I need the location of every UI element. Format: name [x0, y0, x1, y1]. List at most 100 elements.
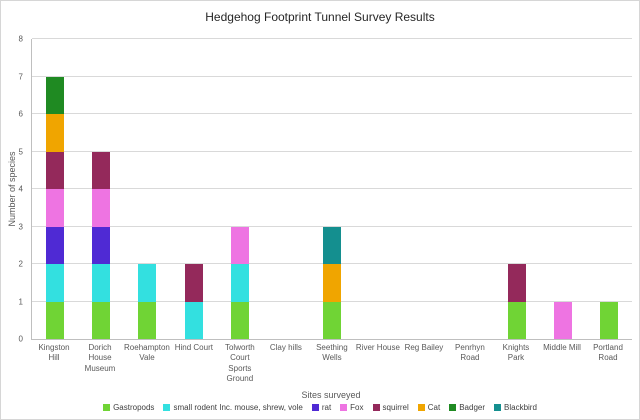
legend-swatch — [494, 404, 501, 411]
bar-segment-fox — [46, 189, 65, 227]
bar-segment-small-rodent-inc-mouse-shrew-vole — [230, 264, 249, 302]
category-label: Middle Mill — [543, 343, 581, 352]
legend-swatch — [103, 404, 111, 411]
category-label: River House — [355, 343, 400, 352]
category-label: Dorich House Museum — [84, 343, 116, 373]
bar-slot-seething-wells — [309, 39, 355, 339]
x-axis-category-labels: Kingston Hill Dorich House Museum Roehampt… — [31, 343, 631, 385]
legend-swatch — [340, 404, 348, 411]
gridline — [32, 150, 632, 152]
gridline — [32, 113, 632, 114]
legend-swatch — [372, 404, 380, 411]
bar-segment-fox — [553, 301, 572, 339]
y-tick-label: 4 — [18, 184, 23, 194]
y-tick-label: 8 — [18, 34, 23, 44]
bar-segment-cat — [323, 264, 342, 302]
plot-area — [31, 38, 632, 340]
bar-segment-fox — [230, 226, 249, 264]
bar-segment-squirrel — [46, 151, 65, 189]
y-tick-label: 0 — [18, 334, 23, 344]
category-label: Clay hills — [269, 343, 302, 352]
bar-slot-hind-court — [170, 39, 216, 339]
bar-segment-gastropods — [92, 301, 111, 339]
bar-slot-penrhyn-road — [447, 39, 493, 339]
bar-slot-portland-road — [586, 39, 632, 339]
category-label: Penrhyn Road — [455, 343, 485, 363]
bar-segment-rat — [92, 226, 111, 264]
legend-label: Cat — [427, 403, 441, 412]
bar-slot-clay-hills — [263, 39, 309, 339]
legend-label: small rodent Inc. mouse, shrew, vole — [173, 403, 303, 412]
legend-label: rat — [321, 403, 332, 412]
bar-segment-gastropods — [507, 301, 526, 339]
bar-slot-river-house — [355, 39, 401, 339]
bar-segment-gastropods — [323, 301, 342, 339]
bar-segment-gastropods — [599, 301, 618, 339]
legend-label: Badger — [459, 403, 485, 412]
y-axis-ticks: 0 1 2 3 4 5 6 7 8 — [1, 35, 27, 344]
bar-slot-kingston-hill — [32, 39, 78, 339]
bar-slot-middle-mill — [540, 39, 586, 339]
legend-item-fox: Fox — [340, 403, 364, 412]
bar-segment-small-rodent-inc-mouse-shrew-vole — [184, 301, 203, 339]
category-label: Seething Wells — [316, 343, 348, 363]
bar-stack — [323, 226, 342, 339]
y-tick-label: 6 — [18, 109, 23, 119]
bar-segment-squirrel — [507, 264, 526, 302]
legend-item-badger: Badger — [449, 403, 485, 412]
category-label: Reg Bailey — [404, 343, 444, 352]
legend-swatch — [163, 404, 171, 411]
bar-stack — [138, 264, 157, 339]
bar-segment-blackbird — [323, 226, 342, 264]
bar-segment-fox — [92, 189, 111, 227]
y-tick-label: 1 — [18, 297, 23, 306]
legend-item-rat: rat — [311, 403, 332, 412]
gridline — [32, 225, 632, 227]
bar-segment-small-rodent-inc-mouse-shrew-vole — [138, 264, 157, 302]
bar-stack — [553, 301, 572, 339]
legend-swatch — [311, 404, 319, 411]
bar-segment-squirrel — [92, 151, 111, 189]
bars-container — [32, 39, 632, 339]
legend-item-cat: Cat — [417, 403, 441, 412]
bar-slot-dorich-house-museum — [78, 39, 124, 339]
bar-segment-small-rodent-inc-mouse-shrew-vole — [46, 264, 65, 302]
category-label: Portland Road — [593, 343, 623, 363]
bar-segment-gastropods — [46, 301, 65, 339]
bar-stack — [46, 76, 65, 339]
category-label: Kingston Hill — [38, 343, 70, 363]
y-tick-label: 7 — [18, 72, 23, 81]
legend-item-squirrel: squirrel — [372, 403, 409, 412]
legend-item-small-rodent-inc-mouse-shrew-vole: small rodent Inc. mouse, shrew, vole — [163, 403, 303, 412]
category-label: Hind Court — [174, 343, 213, 352]
bar-stack — [507, 264, 526, 339]
bar-segment-cat — [46, 114, 65, 152]
legend-swatch — [417, 404, 425, 411]
y-tick-label: 5 — [18, 147, 23, 156]
category-label: Roehampton Vale — [124, 343, 170, 363]
legend-label: squirrel — [382, 403, 409, 412]
bar-slot-tolworth-court-sports-ground — [217, 39, 263, 339]
legend-item-gastropods: Gastropods — [103, 403, 154, 412]
bar-segment-squirrel — [184, 264, 203, 302]
category-label: Tolworth Court Sports Ground — [224, 343, 255, 384]
legend-item-blackbird: Blackbird — [494, 403, 537, 412]
gridline — [32, 38, 632, 39]
bar-segment-gastropods — [138, 301, 157, 339]
gridline — [32, 75, 632, 77]
bar-segment-small-rodent-inc-mouse-shrew-vole — [92, 264, 111, 302]
bar-slot-roehampton-vale — [124, 39, 170, 339]
bar-stack — [184, 264, 203, 339]
bar-stack — [599, 301, 618, 339]
bar-segment-gastropods — [230, 301, 249, 339]
y-tick-label: 3 — [18, 222, 23, 231]
bar-segment-rat — [46, 226, 65, 264]
legend-label: Blackbird — [504, 403, 537, 412]
chart-title: Hedgehog Footprint Tunnel Survey Results — [205, 10, 435, 24]
bar-segment-badger — [46, 76, 65, 114]
x-axis-title: Sites surveyed — [301, 390, 361, 400]
y-tick-label: 2 — [18, 259, 23, 269]
bar-stack — [230, 226, 249, 339]
legend-label: Gastropods — [113, 403, 155, 412]
category-label: Knights Park — [502, 343, 530, 363]
